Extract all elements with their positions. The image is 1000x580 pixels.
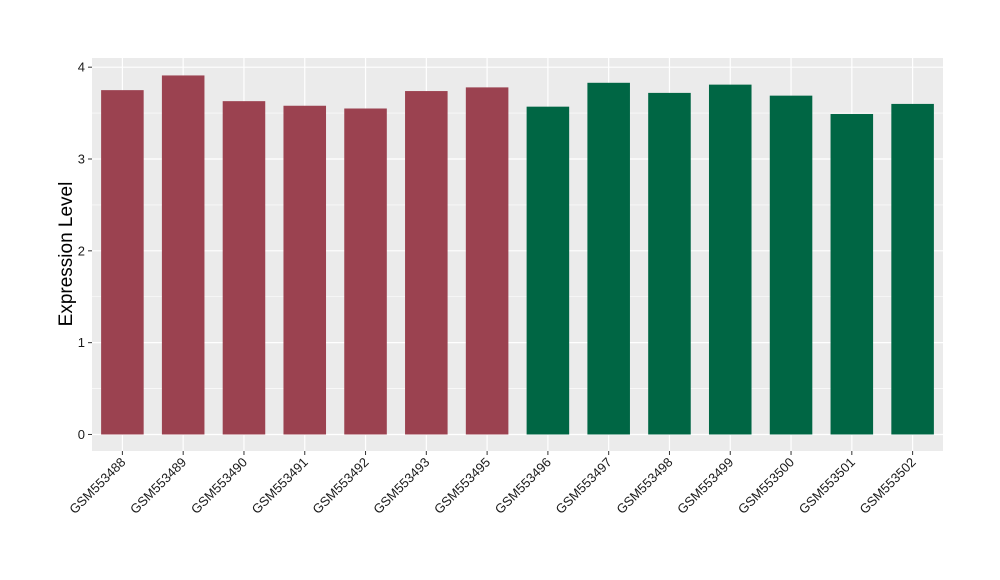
x-axis: GSM553488GSM553489GSM553490GSM553491GSM5… [66,451,919,517]
y-axis: 0 1 2 3 4 [78,60,92,442]
x-tick-label: GSM553495 [431,455,493,517]
y-tick-label: 4 [78,60,85,75]
plot-panel [92,58,943,451]
bar [769,95,813,435]
bar [283,105,327,435]
x-tick-label: GSM553490 [188,455,250,517]
x-tick-label: GSM553488 [66,455,128,517]
y-tick-label: 0 [78,427,85,442]
bar [465,87,509,435]
bar [708,84,752,435]
y-tick-label: 2 [78,243,85,258]
x-tick-label: GSM553493 [370,455,432,517]
x-tick-label: GSM553498 [613,455,675,517]
bars [101,75,934,435]
bar [526,106,570,435]
x-tick-label: GSM553500 [735,455,797,517]
x-tick-label: GSM553492 [309,455,371,517]
x-tick-label: GSM553489 [127,455,189,517]
bar [587,82,630,435]
x-tick-label: GSM553497 [553,455,615,517]
x-tick-label: GSM553502 [857,455,919,517]
bar [101,90,144,435]
x-tick-label: GSM553499 [674,455,736,517]
bar [344,108,387,435]
bar [648,92,691,435]
y-tick-label: 1 [78,335,85,350]
bar [891,103,934,435]
y-tick-label: 3 [78,152,85,167]
bar [161,75,205,435]
x-tick-label: GSM553501 [796,455,858,517]
bar [405,91,448,435]
x-tick-label: GSM553496 [492,455,554,517]
bar [222,101,266,435]
y-axis-title: Expression Level [56,182,77,327]
bar [830,114,874,435]
x-tick-label: GSM553491 [249,455,311,517]
